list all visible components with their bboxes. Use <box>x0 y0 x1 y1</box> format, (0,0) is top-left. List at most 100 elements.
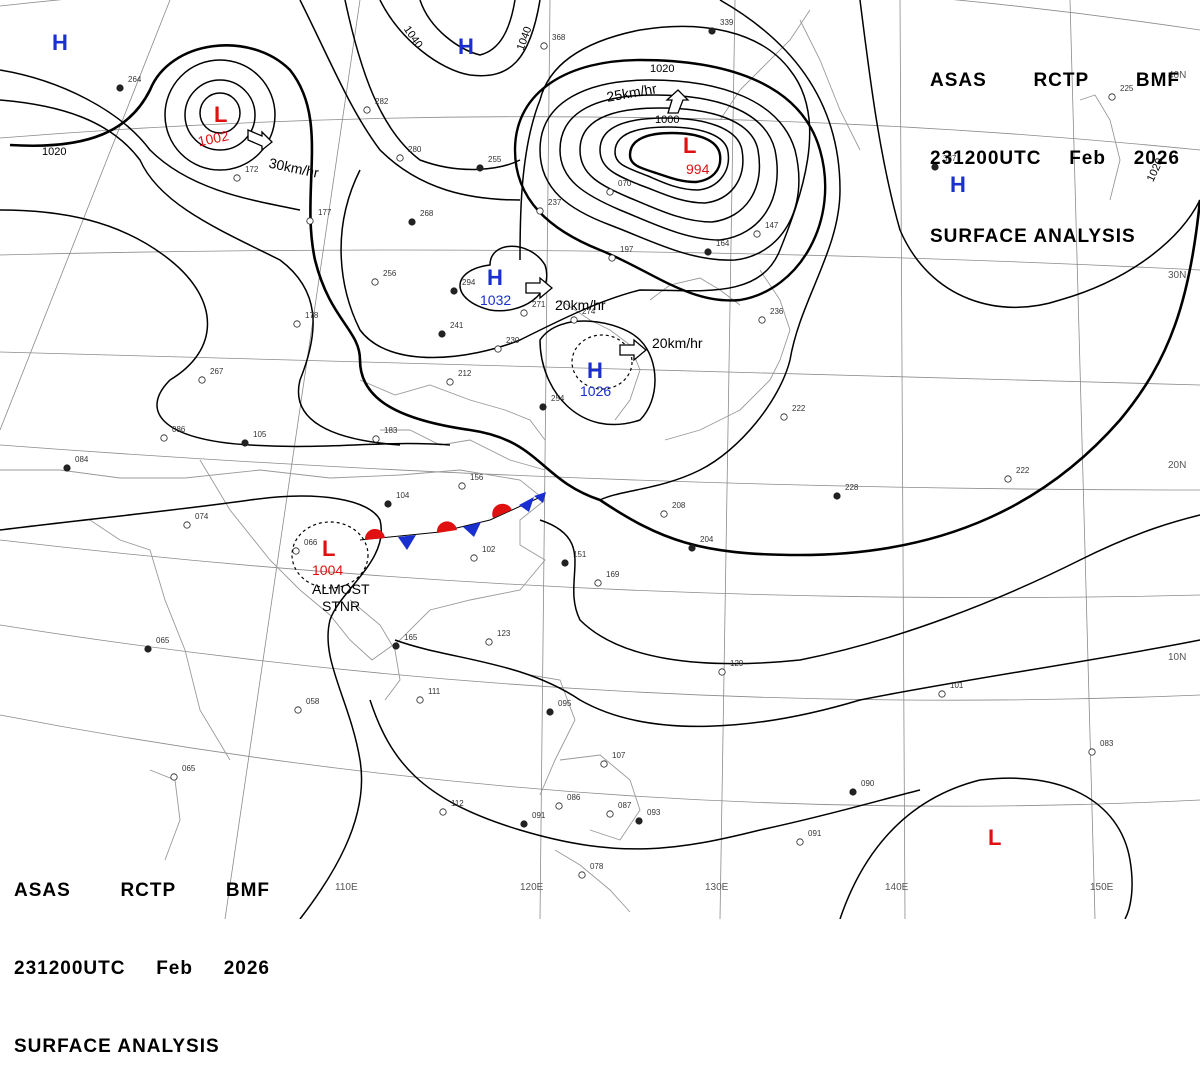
station-marker <box>458 482 466 490</box>
annotation: ALMOST <box>312 581 370 597</box>
station-marker <box>306 217 314 225</box>
stationary-front <box>359 492 546 550</box>
station-marker <box>1004 475 1012 483</box>
isobar-label: 1040 <box>401 24 425 51</box>
isobar-label: 1020 <box>42 146 66 158</box>
isobar <box>0 209 451 448</box>
isobar <box>199 92 241 134</box>
isobar <box>419 0 516 56</box>
station-pressure: 271 <box>532 300 546 309</box>
isobar <box>599 117 744 204</box>
station-pressure: 256 <box>383 269 397 278</box>
station-marker <box>363 106 371 114</box>
cold-front-triangle <box>398 535 416 550</box>
cold-front-triangle <box>534 492 546 503</box>
pressure-value: 1002 <box>196 127 230 149</box>
isobar <box>0 69 301 211</box>
header-field: RCTP <box>1033 70 1090 91</box>
isobar <box>369 699 921 850</box>
station-pressure: 368 <box>552 33 566 42</box>
station-pressure: 212 <box>458 369 472 378</box>
station-pressure: 204 <box>700 535 714 544</box>
station-marker <box>241 439 249 447</box>
station-marker <box>371 278 379 286</box>
station-marker <box>708 27 716 35</box>
station-pressure: 091 <box>532 811 546 820</box>
station-marker <box>446 378 454 386</box>
isobars <box>0 0 1200 919</box>
station-marker <box>540 42 548 50</box>
pressure-value: 1032 <box>480 292 511 308</box>
station-pressure: 091 <box>808 829 822 838</box>
station-marker <box>536 207 544 215</box>
station-pressure: 255 <box>488 155 502 164</box>
lon-label: 150E <box>1090 882 1114 893</box>
station-marker <box>931 163 939 171</box>
warm-front-bump <box>436 521 457 533</box>
station-marker <box>704 248 712 256</box>
graticule <box>0 0 1200 919</box>
station-pressure: 070 <box>618 179 632 188</box>
station-marker <box>833 492 841 500</box>
station-marker <box>396 154 404 162</box>
station-pressure: 065 <box>182 764 196 773</box>
station-pressure: 237 <box>548 198 562 207</box>
station-marker <box>170 773 178 781</box>
station-marker <box>938 690 946 698</box>
station-marker <box>439 808 447 816</box>
station-pressure: 112 <box>451 799 464 808</box>
station-pressure: 225 <box>1120 84 1134 93</box>
header-field: ASAS <box>14 880 71 901</box>
station-pressure: 078 <box>590 862 604 871</box>
station-pressure: 151 <box>573 550 587 559</box>
station-pressure: 337 <box>943 154 957 163</box>
station-pressure: 241 <box>450 321 464 330</box>
isobar <box>459 245 548 312</box>
station-pressure: 177 <box>318 208 332 217</box>
station-marker <box>293 320 301 328</box>
isobar <box>394 639 1200 728</box>
station-marker <box>849 788 857 796</box>
isobar <box>628 131 722 184</box>
movement-arrows <box>247 89 690 362</box>
station-marker <box>1108 93 1116 101</box>
station-pressure: 267 <box>210 367 224 376</box>
lat-label: 30N <box>1168 270 1186 281</box>
station-pressure: 101 <box>950 681 964 690</box>
station-pressure: 065 <box>156 636 170 645</box>
station-marker <box>292 547 300 555</box>
warm-front-bump <box>492 503 512 518</box>
warm-front-bump <box>364 528 385 540</box>
station-pressure: 083 <box>1100 739 1114 748</box>
station-pressure: 282 <box>375 97 389 106</box>
isobar <box>539 514 1200 665</box>
movement-speed: 25km/hr <box>605 80 658 105</box>
station-pressure: 086 <box>172 425 186 434</box>
station-marker <box>470 554 478 562</box>
station-pressure: 093 <box>647 808 661 817</box>
isobar <box>614 126 730 191</box>
annotation: STNR <box>322 598 360 614</box>
station-marker <box>494 345 502 353</box>
station-pressure: 058 <box>306 697 320 706</box>
lat-label: 10N <box>1168 652 1186 663</box>
header-field: ASAS <box>930 70 987 91</box>
station-pressure: 066 <box>304 538 318 547</box>
station-pressure: 111 <box>428 687 441 696</box>
station-marker <box>561 559 569 567</box>
station-pressure: 123 <box>497 629 511 638</box>
cold-front-triangle <box>519 497 534 512</box>
station-pressure: 178 <box>305 311 319 320</box>
station-marker <box>392 642 400 650</box>
station-marker <box>183 521 191 529</box>
chart-header-bottom: ASAS RCTP BMF 231200UTC Feb 2026 SURFACE ANA… <box>14 826 270 1086</box>
station-pressure: 294 <box>462 278 476 287</box>
station-pressure: 165 <box>404 633 418 642</box>
station-marker <box>660 510 668 518</box>
station-marker <box>753 230 761 238</box>
station-marker <box>160 434 168 442</box>
lon-label: 120E <box>520 882 544 893</box>
station-marker <box>718 668 726 676</box>
station-marker <box>578 871 586 879</box>
station-pressure: 268 <box>420 209 434 218</box>
